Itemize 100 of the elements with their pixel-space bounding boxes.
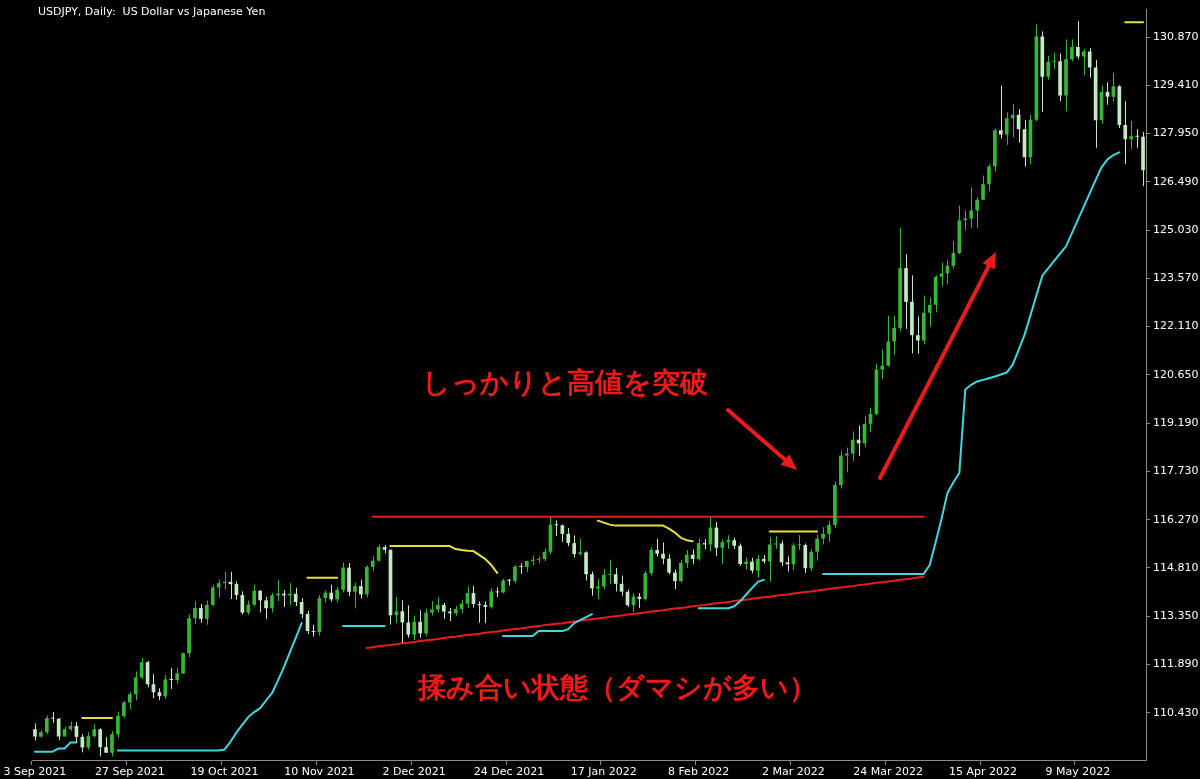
candlestick <box>767 536 772 582</box>
candlestick <box>252 583 257 607</box>
x-tick-label: 24 Dec 2021 <box>473 765 545 779</box>
candlestick <box>1070 38 1074 62</box>
candlestick <box>258 589 262 614</box>
x-tick-label: 9 May 2022 <box>1045 765 1111 779</box>
candlestick <box>809 548 814 572</box>
candlestick <box>850 430 855 462</box>
candlestick <box>210 584 215 607</box>
x-tick-label: 3 Sep 2021 <box>3 765 67 779</box>
candlestick <box>1087 47 1092 79</box>
candlestick <box>98 727 102 757</box>
y-tick-label: 119.190 <box>1153 416 1199 430</box>
candlestick <box>418 609 422 639</box>
candlestick <box>927 297 932 327</box>
candlestick <box>969 186 974 229</box>
candlestick <box>495 586 499 598</box>
candlestick <box>110 730 114 757</box>
x-tick-label: 24 Mar 2022 <box>853 765 924 779</box>
candlestick <box>975 196 979 229</box>
y-tick-label: 129.410 <box>1153 78 1199 92</box>
y-tick-label: 123.570 <box>1153 271 1199 285</box>
candlestick <box>613 567 618 592</box>
candlestick <box>607 559 612 585</box>
candlestick <box>667 553 671 575</box>
candlestick <box>815 534 819 562</box>
candlestick <box>596 578 600 600</box>
candlestick <box>1076 20 1080 60</box>
x-tick-label: 2 Mar 2022 <box>762 765 825 779</box>
candlestick <box>601 568 606 590</box>
candlestick <box>673 569 677 590</box>
x-tick-label: 2 Dec 2021 <box>382 765 446 779</box>
x-tick-label: 15 Apr 2022 <box>949 765 1018 779</box>
y-tick-label: 126.490 <box>1153 174 1199 188</box>
candlestick <box>519 562 523 575</box>
candlestick <box>827 520 831 543</box>
candlestick <box>998 85 1003 140</box>
candlestick <box>50 711 55 724</box>
candlestick <box>892 315 896 356</box>
candlestick <box>679 559 683 584</box>
candlestick <box>116 711 120 739</box>
candlestick <box>204 600 209 626</box>
candlestick <box>424 608 428 637</box>
candlestick <box>720 538 725 565</box>
candlestick <box>1123 100 1128 165</box>
candlestick <box>566 527 571 547</box>
candlestick <box>169 667 174 690</box>
candlestick <box>341 562 345 593</box>
candlestick <box>193 600 197 625</box>
y-tick-label: 111.890 <box>1153 657 1199 671</box>
candlestick <box>584 550 588 581</box>
candlestick <box>1081 48 1086 76</box>
annotation: しっかりと高値を突破 <box>422 365 708 401</box>
candlestick <box>939 261 944 287</box>
candlestick <box>880 349 885 380</box>
candlestick <box>1129 120 1134 150</box>
candlestick <box>489 587 494 610</box>
candlestick <box>293 587 298 607</box>
candlestick <box>412 615 417 641</box>
y-tick-label: 130.870 <box>1153 29 1199 43</box>
candlestick <box>353 581 357 609</box>
y-tick-label: 116.270 <box>1153 512 1199 526</box>
candlestick <box>590 571 594 597</box>
candlestick <box>1046 55 1051 81</box>
x-tick-label: 17 Jan 2022 <box>570 765 637 779</box>
candlestick <box>987 163 991 192</box>
candlestick <box>359 579 363 600</box>
y-tick-label: 117.730 <box>1153 464 1199 478</box>
candlestick <box>981 175 985 201</box>
annotation: 揉み合い状態（ダマシが多い） <box>417 670 817 706</box>
y-tick-label: 114.810 <box>1153 560 1199 574</box>
candlestick <box>163 674 168 700</box>
candlestick <box>406 604 411 639</box>
x-tick-label: 8 Feb 2022 <box>667 765 730 779</box>
y-tick-label: 110.430 <box>1153 705 1199 719</box>
candlestick <box>264 596 268 620</box>
candlestick <box>844 447 849 473</box>
candlestick <box>738 542 742 567</box>
candlestick <box>44 714 49 735</box>
candlestick <box>483 600 488 624</box>
candlestick <box>649 546 654 577</box>
candlestick <box>572 535 577 558</box>
y-tick-label: 127.950 <box>1153 126 1199 140</box>
x-tick-label: 27 Sep 2021 <box>94 765 165 779</box>
x-tick-label: 10 Nov 2021 <box>284 765 355 779</box>
candlestick <box>270 592 274 614</box>
y-tick-label: 125.030 <box>1153 222 1199 236</box>
chart-title: USDJPY, Daily: US Dollar vs Japanese Yen <box>38 5 266 18</box>
candlestick <box>1010 103 1015 138</box>
candlestick <box>1004 111 1009 146</box>
candlestick <box>803 542 808 574</box>
candlestick <box>133 670 138 701</box>
candlestick <box>199 603 203 624</box>
candlestick <box>756 554 760 579</box>
candlestick <box>56 717 61 741</box>
candlestick <box>1135 128 1139 149</box>
x-tick-label: 19 Oct 2021 <box>190 765 259 779</box>
y-tick-label: 122.110 <box>1153 319 1199 333</box>
candlestick <box>916 315 920 355</box>
y-tick-label: 120.650 <box>1153 367 1199 381</box>
